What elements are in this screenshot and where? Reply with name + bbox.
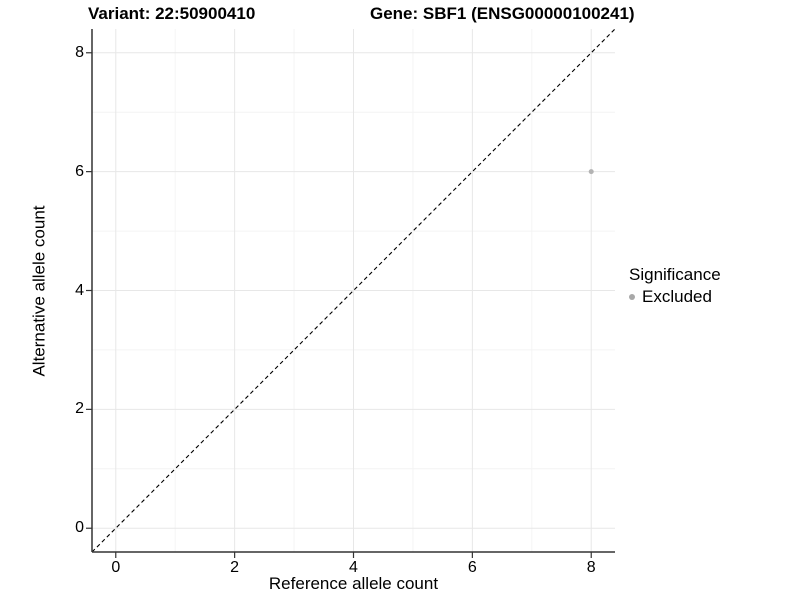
x-tick-label: 0 xyxy=(111,559,121,576)
x-tick-label: 6 xyxy=(467,559,477,576)
y-axis-title: Alternative allele count xyxy=(29,205,49,377)
x-axis-title: Reference allele count xyxy=(268,574,439,593)
x-tick-label: 4 xyxy=(349,559,358,576)
y-tick-label: 8 xyxy=(75,43,84,61)
x-tick-label: 2 xyxy=(230,559,240,576)
legend: Significance Excluded xyxy=(629,265,721,307)
y-tick-label: 0 xyxy=(75,519,84,537)
legend-item-label: Excluded xyxy=(642,287,712,306)
legend-key-dot-icon xyxy=(629,294,635,300)
legend-title: Significance xyxy=(629,265,721,284)
y-tick-label: 2 xyxy=(75,400,84,418)
y-tick-label: 4 xyxy=(75,281,84,299)
identity-dashed-line xyxy=(91,28,616,553)
plot-title-gene: Gene: SBF1 (ENSG00000100241) xyxy=(370,4,635,23)
plot-panel xyxy=(86,28,616,558)
x-tick-label: 8 xyxy=(586,559,596,576)
plot-svg xyxy=(86,28,616,558)
y-tick-label: 6 xyxy=(75,162,84,180)
plot-title-variant: Variant: 22:50900410 xyxy=(88,4,256,23)
legend-item-excluded: Excluded xyxy=(629,287,721,307)
data-point xyxy=(588,169,594,175)
